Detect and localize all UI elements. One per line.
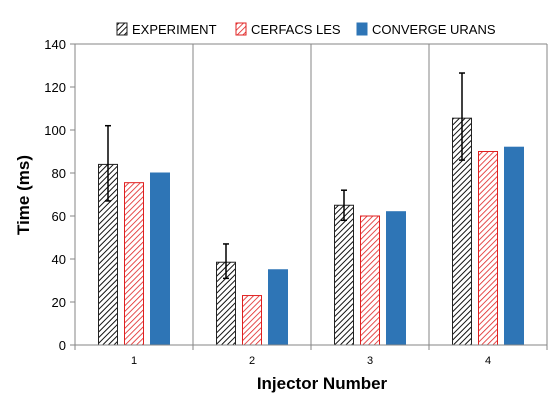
bar-converge-urans bbox=[504, 146, 524, 346]
y-tick-label: 40 bbox=[52, 252, 66, 267]
axes: 0 20 40 60 80 100 120 140 1 2 3 4 bbox=[44, 37, 548, 367]
bar-cerfacs-les bbox=[124, 182, 144, 346]
x-tick-label: 2 bbox=[249, 355, 255, 367]
x-tick-label: 1 bbox=[131, 355, 137, 367]
y-tick-label: 20 bbox=[52, 295, 66, 310]
error-bar bbox=[459, 72, 465, 161]
x-tick-label: 3 bbox=[367, 355, 373, 367]
x-axis-title: Injector Number bbox=[257, 374, 388, 393]
legend-swatch bbox=[356, 22, 368, 36]
y-axis-title: Time (ms) bbox=[14, 155, 33, 235]
legend-item: EXPERIMENT bbox=[116, 22, 217, 37]
error-bar bbox=[223, 243, 229, 280]
legend-swatch bbox=[116, 22, 128, 36]
y-tick-label: 80 bbox=[52, 166, 66, 181]
y-tick-label: 140 bbox=[44, 37, 66, 52]
legend-label: CERFACS LES bbox=[251, 22, 341, 37]
bar-experiment bbox=[334, 204, 354, 346]
legend-label: CONVERGE URANS bbox=[372, 22, 496, 37]
error-bar bbox=[341, 189, 347, 222]
bar-cerfacs-les bbox=[478, 151, 498, 346]
bar-cerfacs-les bbox=[242, 295, 262, 346]
gridlines bbox=[75, 43, 548, 345]
y-tick-label: 100 bbox=[44, 123, 66, 138]
error-bar bbox=[105, 124, 111, 202]
legend-item: CONVERGE URANS bbox=[356, 22, 496, 37]
bar-cerfacs-les bbox=[360, 215, 380, 346]
bar-converge-urans bbox=[386, 211, 406, 346]
x-tick-label: 4 bbox=[485, 355, 491, 367]
bar-converge-urans bbox=[268, 269, 288, 346]
legend-swatch bbox=[235, 22, 247, 36]
legend-item: CERFACS LES bbox=[235, 22, 341, 37]
bar-converge-urans bbox=[150, 172, 170, 346]
legend-label: EXPERIMENT bbox=[132, 22, 217, 37]
error-bars bbox=[105, 72, 465, 280]
y-tick-label: 0 bbox=[59, 338, 66, 353]
legend: EXPERIMENT CERFACS LES CONVERGE URANS bbox=[116, 22, 496, 37]
y-tick-label: 60 bbox=[52, 209, 66, 224]
y-tick-label: 120 bbox=[44, 80, 66, 95]
